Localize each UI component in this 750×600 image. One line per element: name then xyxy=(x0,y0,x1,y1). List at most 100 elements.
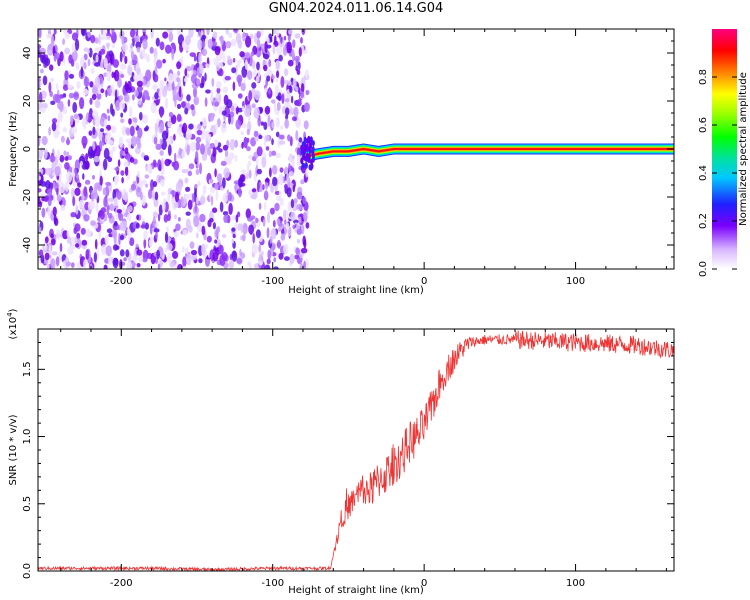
noise-blob xyxy=(105,181,112,187)
noise-blob xyxy=(120,118,125,124)
noise-blob xyxy=(220,160,227,166)
noise-blob xyxy=(74,223,81,232)
noise-blob xyxy=(292,78,297,89)
noise-blob xyxy=(239,51,245,58)
noise-blob xyxy=(287,134,291,142)
noise-blob xyxy=(136,214,140,221)
noise-blob xyxy=(120,112,124,118)
noise-blob xyxy=(134,34,140,44)
noise-blob xyxy=(247,160,252,167)
noise-blob xyxy=(106,108,110,114)
noise-blob xyxy=(284,118,290,129)
noise-blob xyxy=(68,92,75,99)
noise-blob xyxy=(265,146,270,151)
noise-blob xyxy=(178,147,182,156)
noise-blob xyxy=(129,125,135,137)
noise-blob xyxy=(223,214,229,224)
noise-blob xyxy=(176,76,180,83)
noise-blob xyxy=(187,199,193,210)
noise-blob xyxy=(136,263,141,268)
noise-blob xyxy=(257,67,261,78)
noise-blob xyxy=(86,228,91,238)
noise-blob xyxy=(73,91,80,101)
noise-blob xyxy=(305,168,309,178)
noise-blob xyxy=(260,121,264,126)
snr-series xyxy=(38,330,674,571)
noise-blob xyxy=(47,206,51,217)
noise-blob xyxy=(278,226,282,232)
noise-blob xyxy=(270,228,277,240)
noise-blob xyxy=(234,65,238,76)
noise-blob xyxy=(137,170,140,178)
noise-blob xyxy=(107,212,113,219)
noise-blob xyxy=(228,202,233,215)
noise-blob xyxy=(121,220,127,232)
noise-blob xyxy=(268,88,271,95)
noise-blob xyxy=(144,222,149,230)
noise-blob xyxy=(236,107,243,113)
noise-blob xyxy=(194,201,198,213)
noise-blob xyxy=(143,53,150,60)
noise-blob xyxy=(48,81,52,93)
noise-blob xyxy=(280,125,283,130)
noise-blob xyxy=(38,249,44,257)
snr-line xyxy=(38,330,674,571)
noise-blob xyxy=(141,179,147,185)
noise-blob xyxy=(201,243,206,256)
noise-blob xyxy=(300,83,305,94)
noise-blob xyxy=(82,173,85,180)
noise-blob xyxy=(199,162,202,175)
noise-blob xyxy=(96,92,102,100)
noise-blob xyxy=(88,111,91,124)
noise-blob xyxy=(288,171,294,177)
noise-blob xyxy=(286,187,292,198)
noise-blob xyxy=(218,68,224,77)
noise-blob xyxy=(142,258,148,263)
noise-blob xyxy=(145,125,149,131)
noise-blob xyxy=(159,122,164,133)
noise-blob xyxy=(305,258,309,269)
noise-blob xyxy=(71,32,79,41)
noise-blob xyxy=(155,37,160,47)
noise-blob xyxy=(142,114,149,124)
noise-blob xyxy=(66,136,70,146)
noise-blob xyxy=(176,103,182,110)
noise-blob xyxy=(220,122,227,134)
noise-blob xyxy=(142,29,147,33)
noise-blob xyxy=(167,252,172,264)
noise-blob xyxy=(186,94,191,102)
noise-blob xyxy=(272,165,278,175)
noise-blob xyxy=(256,168,262,175)
noise-blob xyxy=(296,147,302,157)
noise-blob xyxy=(206,235,212,243)
noise-blob xyxy=(228,113,231,125)
noise-blob xyxy=(164,247,168,253)
noise-blob xyxy=(180,56,184,65)
noise-blob xyxy=(161,130,169,141)
noise-blob xyxy=(59,51,64,62)
noise-blob xyxy=(247,70,253,80)
noise-blob xyxy=(155,232,158,239)
noise-blob xyxy=(107,197,114,203)
noise-blob xyxy=(129,106,133,118)
noise-blob xyxy=(161,157,164,170)
noise-blob xyxy=(303,212,308,221)
noise-blob xyxy=(79,97,85,110)
noise-blob xyxy=(297,141,302,148)
noise-blob xyxy=(233,29,238,32)
noise-blob xyxy=(76,232,81,240)
noise-blob xyxy=(56,194,62,202)
noise-blob xyxy=(292,184,295,193)
top-y-tick-label: -20 xyxy=(22,189,33,205)
noise-blob xyxy=(211,41,218,47)
noise-blob xyxy=(64,70,69,81)
noise-blob xyxy=(287,34,291,42)
noise-blob xyxy=(214,239,218,244)
noise-blob xyxy=(287,59,294,67)
noise-blob xyxy=(219,201,224,213)
snr-panel: -200 -100 0 100 0.0 0.5 1.0 1.5 Height of strai… xyxy=(6,308,675,596)
noise-blob xyxy=(266,227,270,239)
noise-blob xyxy=(56,149,61,161)
noise-blob xyxy=(190,104,195,111)
noise-blob xyxy=(255,75,260,83)
